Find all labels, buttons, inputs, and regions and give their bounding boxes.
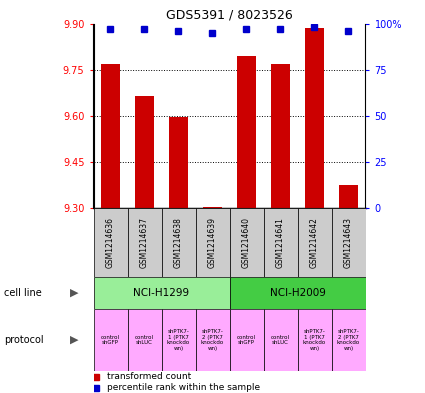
Text: control
shGFP: control shGFP: [237, 334, 256, 345]
Bar: [230, 208, 264, 277]
Bar: [298, 208, 332, 277]
Bar: [203, 207, 222, 208]
Bar: [264, 309, 298, 371]
Text: transformed count: transformed count: [107, 372, 191, 381]
Text: control
shGFP: control shGFP: [101, 334, 120, 345]
Bar: [94, 208, 128, 277]
Bar: [237, 56, 256, 208]
Bar: [264, 208, 298, 277]
Text: GSM1214643: GSM1214643: [344, 217, 353, 268]
Text: protocol: protocol: [4, 335, 44, 345]
Bar: [230, 309, 264, 371]
Text: GSM1214638: GSM1214638: [174, 217, 183, 268]
Bar: [339, 185, 358, 208]
Bar: [196, 208, 230, 277]
Bar: [298, 309, 332, 371]
Text: shPTK7-
2 (PTK7
knockdo
wn): shPTK7- 2 (PTK7 knockdo wn): [201, 329, 224, 351]
Bar: [94, 277, 230, 309]
Text: GSM1214641: GSM1214641: [276, 217, 285, 268]
Text: ▶: ▶: [70, 288, 79, 298]
Bar: [169, 118, 188, 208]
Text: control
shLUC: control shLUC: [135, 334, 154, 345]
Title: GDS5391 / 8023526: GDS5391 / 8023526: [166, 8, 293, 21]
Text: control
shLUC: control shLUC: [271, 334, 290, 345]
Bar: [128, 208, 162, 277]
Text: shPTK7-
1 (PTK7
knockdo
wn): shPTK7- 1 (PTK7 knockdo wn): [167, 329, 190, 351]
Text: NCI-H1299: NCI-H1299: [133, 288, 190, 298]
Text: cell line: cell line: [4, 288, 42, 298]
Bar: [332, 309, 366, 371]
Bar: [94, 309, 128, 371]
Text: GSM1214637: GSM1214637: [140, 217, 149, 268]
Text: shPTK7-
1 (PTK7
knockdo
wn): shPTK7- 1 (PTK7 knockdo wn): [303, 329, 326, 351]
Bar: [162, 208, 196, 277]
Bar: [305, 28, 324, 208]
Bar: [101, 64, 120, 208]
Text: GSM1214639: GSM1214639: [208, 217, 217, 268]
Bar: [135, 96, 154, 208]
Text: NCI-H2009: NCI-H2009: [269, 288, 326, 298]
Text: GSM1214642: GSM1214642: [310, 217, 319, 268]
Bar: [230, 277, 366, 309]
Text: shPTK7-
2 (PTK7
knockdo
wn): shPTK7- 2 (PTK7 knockdo wn): [337, 329, 360, 351]
Text: GSM1214640: GSM1214640: [242, 217, 251, 268]
Bar: [332, 208, 366, 277]
Bar: [196, 309, 230, 371]
Text: GSM1214636: GSM1214636: [106, 217, 115, 268]
Bar: [271, 64, 290, 208]
Bar: [162, 309, 196, 371]
Bar: [128, 309, 162, 371]
Text: ▶: ▶: [70, 335, 79, 345]
Text: percentile rank within the sample: percentile rank within the sample: [107, 383, 260, 392]
